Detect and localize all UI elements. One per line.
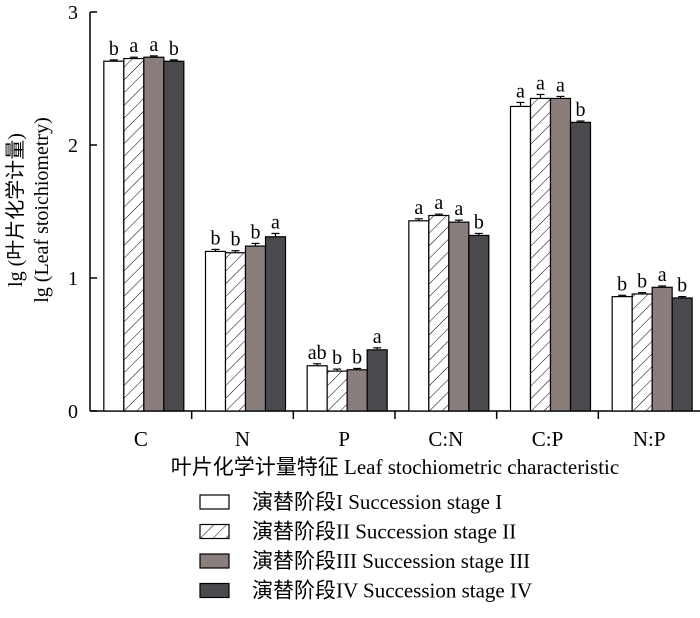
significance-letter: a (149, 34, 158, 56)
bar (569, 121, 592, 412)
significance-letter: b (352, 346, 362, 368)
x-tick-label: N (235, 427, 250, 451)
y-tick-label: 2 (68, 135, 78, 157)
legend-swatch (199, 582, 230, 599)
significance-letter: b (231, 229, 241, 251)
significance-letter: a (658, 264, 667, 286)
bar (143, 56, 165, 412)
significance-letter: b (677, 275, 687, 297)
bar (529, 97, 552, 412)
x-tick-label: P (338, 427, 350, 451)
significance-letter: a (373, 326, 382, 348)
significance-letter: b (109, 38, 119, 60)
y-tick-label: 3 (68, 2, 78, 24)
x-tick-label: C:P (532, 427, 564, 451)
legend-swatch (199, 523, 230, 540)
legend-label: 演替阶段III Succession stage III (252, 549, 530, 573)
x-tick-label: C (134, 427, 148, 451)
x-tick-label: C:N (428, 427, 463, 451)
bar (509, 105, 532, 412)
significance-letter: b (474, 211, 484, 233)
bar (346, 369, 368, 412)
bar (224, 252, 247, 412)
bar (408, 220, 430, 412)
legend-label: 演替阶段II Succession stage II (252, 520, 516, 544)
significance-letter: a (271, 211, 280, 233)
bar (631, 293, 653, 412)
bar (204, 250, 227, 412)
bar (611, 296, 633, 412)
significance-letter: b (332, 347, 342, 369)
significance-letter: a (434, 192, 443, 214)
significance-letter: a (556, 74, 565, 96)
bars-group (103, 55, 693, 412)
y-tick-label: 0 (68, 401, 78, 423)
significance-letter: a (129, 35, 138, 57)
significance-letter: b (576, 99, 586, 121)
bar (428, 214, 450, 412)
legend: 演替阶段I Succession stage I 演替阶段II Successio… (199, 490, 532, 603)
significance-letter: a (414, 197, 423, 219)
bar (326, 370, 348, 412)
significance-letter: b (169, 38, 179, 60)
legend-swatch (199, 553, 230, 569)
significance-letter: a (454, 198, 463, 220)
bar (366, 349, 388, 412)
y-tick-label: 1 (68, 268, 78, 290)
bar (264, 236, 287, 412)
axes: 0 1 2 3 C N P C:N C:P N:P (68, 2, 700, 451)
bar (468, 234, 490, 412)
significance-letter: b (211, 227, 221, 249)
bar (123, 57, 145, 412)
y-axis-title-line1: lg (叶片化学计量) (4, 133, 27, 287)
bar (651, 286, 673, 412)
significance-letter: a (516, 80, 525, 102)
bar (163, 60, 185, 412)
significance-letter: b (251, 221, 261, 243)
legend-label: 演替阶段I Succession stage I (252, 490, 502, 514)
bar (103, 60, 125, 412)
bar (671, 297, 693, 412)
significance-letter: a (536, 72, 545, 94)
x-tick-label: N:P (633, 427, 666, 451)
y-axis-title-line2: lg (Leaf stoichiometry) (31, 117, 53, 303)
significance-labels: b a a bb b b aab b baa a aba a abb b a b (109, 34, 687, 369)
legend-label: 演替阶段IV Succession stage IV (252, 579, 532, 603)
x-axis-title: 叶片化学计量特征 Leaf stochiometric characterist… (171, 455, 619, 479)
legend-swatch (199, 494, 230, 510)
significance-letter: b (617, 273, 627, 295)
bar (448, 221, 470, 412)
bar (549, 97, 572, 412)
bar (306, 365, 328, 412)
significance-letter: b (637, 271, 647, 293)
significance-letter: ab (308, 342, 327, 364)
bar (244, 245, 267, 412)
